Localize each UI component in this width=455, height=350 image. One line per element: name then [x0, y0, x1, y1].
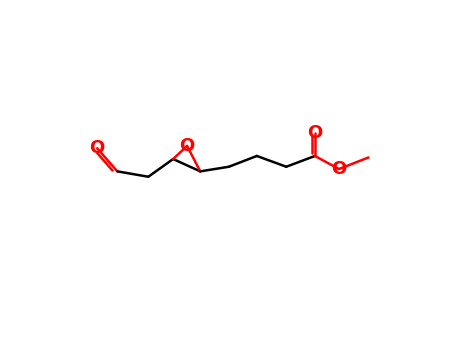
Text: O: O	[331, 160, 347, 178]
Text: O: O	[179, 137, 195, 155]
Text: O: O	[307, 124, 323, 142]
Text: O: O	[90, 139, 105, 157]
